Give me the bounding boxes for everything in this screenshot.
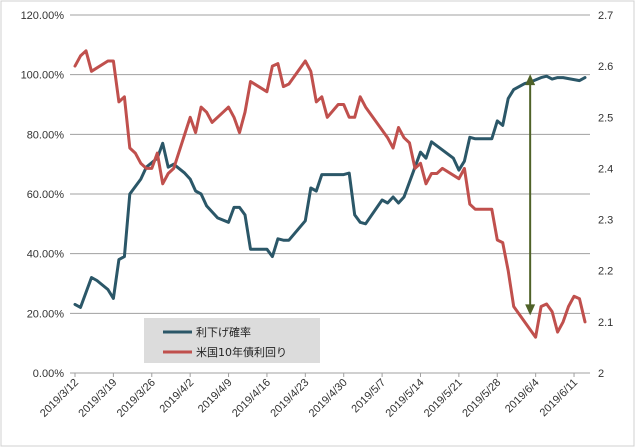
gridlines [70, 14, 590, 314]
right-axis-tick-label: 2.7 [598, 10, 613, 22]
left-axis-tick-label: 20.00% [27, 308, 65, 320]
right-axis-tick-label: 2.6 [598, 61, 613, 73]
right-axis-tick-label: 2.3 [598, 215, 613, 227]
right-axis-tick-label: 2.4 [598, 163, 613, 175]
left-axis-tick-label: 100.00% [21, 70, 65, 82]
left-axis-tick-label: 40.00% [27, 249, 65, 261]
annotation-arrow-head-top [525, 74, 536, 86]
legend-label-us-10y-yield: 米国10年債利回り [196, 345, 287, 359]
right-axis-tick-label: 2.5 [598, 112, 613, 124]
left-axis-tick-label: 120.00% [21, 10, 65, 22]
left-axis-ticks: 0.00% 20.00% 40.00% 60.00% 80.00% 100.00% 120.… [21, 10, 65, 380]
annotation-group [525, 74, 536, 316]
left-axis-tick-label: 0.00% [33, 368, 64, 380]
right-axis-tick-label: 2.2 [598, 266, 613, 278]
right-axis-tick-label: 2 [598, 368, 604, 380]
series-line-rate-cut-probability [73, 74, 587, 309]
right-axis-ticks: 2 2.1 2.2 2.3 2.4 2.5 2.6 2.7 [598, 10, 613, 380]
legend: 利下げ確率 米国10年債利回り [144, 318, 320, 363]
annotation-arrow-head-bottom [525, 304, 536, 316]
left-axis-tick-label: 80.00% [27, 129, 65, 141]
left-axis-tick-label: 60.00% [27, 189, 65, 201]
legend-label-rate-cut-probability: 利下げ確率 [196, 325, 251, 339]
series-line-us-10y-yield [73, 49, 587, 339]
series-group [73, 49, 587, 339]
right-axis-tick-label: 2.1 [598, 317, 613, 329]
legend-background [144, 318, 320, 363]
